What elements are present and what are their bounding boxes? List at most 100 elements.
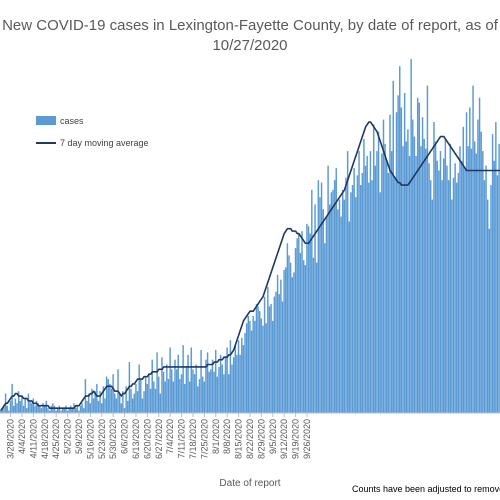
bar: [146, 383, 149, 413]
bar: [457, 172, 460, 413]
bar: [311, 189, 313, 413]
bar: [210, 369, 212, 413]
bar: [190, 347, 193, 413]
bar: [270, 303, 272, 413]
bar: [452, 177, 455, 413]
bar: [175, 369, 178, 413]
bar: [433, 122, 435, 413]
bar: [429, 180, 432, 413]
bar: [480, 131, 482, 413]
bar: [74, 408, 77, 413]
bar: [304, 265, 307, 413]
bar: [377, 131, 380, 413]
bar: [3, 405, 5, 413]
bar: [381, 153, 383, 413]
bar: [364, 165, 367, 413]
bar: [221, 364, 223, 413]
bar: [208, 371, 210, 413]
bar: [402, 146, 404, 413]
bar: [276, 274, 279, 413]
bar: [467, 146, 469, 413]
bar: [50, 405, 52, 413]
chart-title-line-2: 10/27/2020: [212, 37, 287, 54]
bar: [115, 398, 118, 413]
bar: [118, 393, 121, 413]
bar: [9, 400, 12, 414]
bar: [172, 381, 175, 413]
bar: [205, 359, 207, 413]
bar: [179, 379, 181, 413]
bar: [475, 153, 478, 413]
bar: [267, 286, 269, 413]
bar: [418, 102, 421, 413]
bar: [340, 216, 342, 413]
bar: [96, 383, 98, 413]
bar: [408, 155, 411, 413]
bar: [104, 398, 106, 413]
bar: [294, 248, 297, 413]
bar: [245, 323, 248, 413]
bar: [228, 374, 230, 413]
bar: [109, 383, 111, 413]
bar: [302, 260, 305, 413]
bar: [35, 400, 38, 414]
bar: [478, 97, 481, 413]
bar: [361, 172, 364, 413]
bar: [271, 320, 274, 413]
bar: [141, 398, 144, 413]
x-tick-label: 8/15/2020: [234, 419, 244, 459]
bar: [443, 158, 445, 413]
bar: [372, 124, 375, 414]
x-tick-label: 4/25/2020: [51, 419, 61, 459]
bar: [247, 316, 250, 413]
bar: [232, 357, 235, 413]
bar: [379, 192, 381, 413]
bar: [288, 255, 290, 414]
bar: [167, 379, 170, 413]
bar: [224, 357, 227, 413]
bar: [431, 199, 434, 413]
bar: [27, 393, 30, 413]
bar: [369, 151, 372, 413]
legend-swatch-cases: [36, 116, 56, 125]
x-tick-label: 8/8/2020: [222, 419, 232, 454]
bar: [397, 95, 399, 413]
bar: [254, 320, 256, 413]
bar: [226, 347, 228, 413]
bar: [265, 323, 267, 413]
legend-label-cases: cases: [60, 116, 84, 126]
bar: [257, 306, 259, 413]
footnote: Counts have been adjusted to remove d: [352, 484, 500, 494]
bar: [423, 138, 425, 414]
bar: [123, 408, 126, 413]
bar: [498, 143, 500, 413]
bar: [22, 405, 25, 413]
bar: [219, 354, 222, 413]
bar: [193, 374, 196, 413]
bar: [16, 403, 18, 413]
bar: [6, 405, 8, 413]
bar: [241, 337, 243, 413]
bar: [13, 405, 15, 413]
x-tick-label: 5/9/2020: [74, 419, 84, 454]
bar: [385, 160, 388, 413]
x-tick-label: 7/11/2020: [177, 419, 187, 458]
bar: [483, 180, 486, 413]
bar: [469, 107, 471, 413]
bar: [112, 374, 114, 413]
bar: [258, 311, 261, 413]
bar: [263, 296, 266, 413]
bar: [143, 391, 145, 413]
bar: [159, 393, 162, 413]
bar: [148, 374, 150, 413]
bar: [239, 354, 241, 413]
bar: [244, 332, 246, 413]
bar: [144, 376, 147, 414]
bar: [451, 199, 453, 413]
bar: [182, 345, 184, 413]
bar: [348, 221, 350, 413]
legend-label-moving-average: 7 day moving average: [60, 138, 149, 148]
bar: [345, 177, 347, 413]
bar: [105, 376, 108, 414]
x-tick-label: 6/27/2020: [154, 419, 164, 459]
